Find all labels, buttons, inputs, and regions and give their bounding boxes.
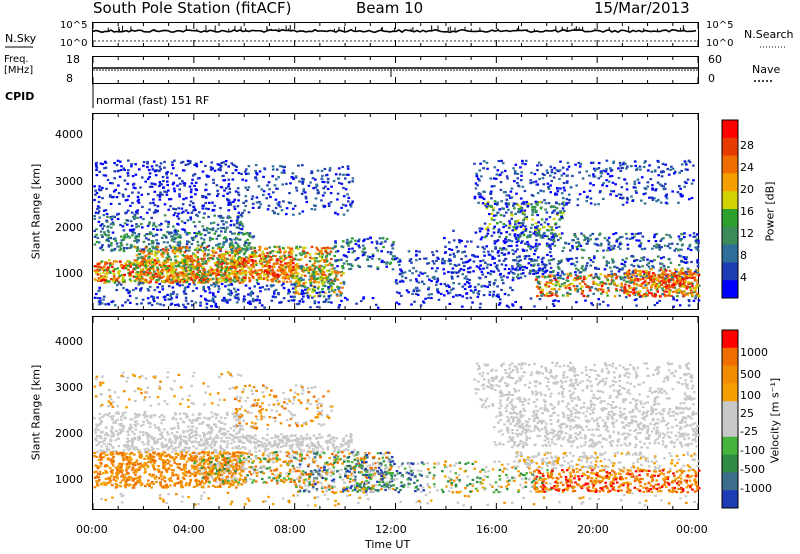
colorbar-swatch (722, 155, 738, 174)
power-cb-label: Power [dB] (763, 181, 777, 242)
velocity-cb-tick-minus500: -500 (740, 463, 765, 476)
colorbar-swatch (722, 280, 738, 299)
nave-dotted-legend (754, 80, 774, 82)
power-panel (92, 113, 701, 310)
velocity-cb-tick-25: 25 (740, 407, 754, 420)
nsky-label: N.Sky (5, 32, 37, 45)
cpid-label: CPID (5, 90, 35, 103)
power-ytick-1000: 1000 (55, 267, 83, 280)
cpid-value: normal (fast) 151 RF (96, 94, 210, 107)
xtick-1200: 12:00 (375, 523, 407, 536)
velocity-ytick-2000: 2000 (55, 427, 83, 440)
freq-label: Freq. (4, 54, 29, 65)
velocity-ytick-3000: 3000 (55, 381, 83, 394)
power-cb-tick-20: 20 (740, 183, 754, 196)
velocity-heatmap (92, 317, 701, 509)
power-cb-tick-8: 8 (740, 249, 747, 262)
xtick-0800: 08:00 (274, 523, 306, 536)
colorbar-swatch (722, 191, 738, 210)
colorbar-swatch (722, 244, 738, 263)
power-ytick-4000: 4000 (55, 128, 83, 141)
velocity-ytick-1000: 1000 (55, 473, 83, 486)
nsky-tick-top: 10^5 (60, 20, 88, 31)
velocity-panel (92, 316, 701, 510)
power-cb-tick-16: 16 (740, 205, 754, 218)
xaxis-label: Time UT (365, 538, 411, 551)
colorbar-swatch (722, 120, 738, 139)
nsearch-label: N.Search (744, 28, 794, 41)
power-ytick-2000: 2000 (55, 221, 83, 234)
velocity-ytick-4000: 4000 (55, 335, 83, 348)
velocity-ylabel: Slant Range [km] (29, 364, 43, 461)
colorbar-swatch (722, 330, 738, 349)
power-cb-tick-12: 12 (740, 227, 754, 240)
nsky-series (92, 23, 699, 46)
velocity-cb-tick-500: 500 (740, 368, 761, 381)
xtick-2000: 20:00 (577, 523, 609, 536)
velocity-cb-tick-minus25: -25 (740, 425, 758, 438)
power-cb-tick-28: 28 (740, 139, 754, 152)
nave-tick-top: 60 (708, 53, 722, 66)
velocity-colorbar (721, 329, 739, 509)
power-ytick-3000: 3000 (55, 175, 83, 188)
freq-tick-bottom: 8 (66, 72, 73, 85)
colorbar-swatch (722, 226, 738, 246)
power-cb-tick-4: 4 (740, 271, 747, 284)
freq-tick-top: 18 (66, 53, 80, 66)
nsearch-tick-top: 10^5 (706, 20, 734, 31)
velocity-cb-tick-minus100: -100 (740, 444, 765, 457)
colorbar-swatch (722, 209, 738, 228)
freq-unit: [MHz] (4, 65, 34, 76)
nsky-panel (92, 22, 699, 47)
freq-panel (92, 56, 699, 84)
xtick-0400: 04:00 (173, 523, 205, 536)
colorbar-swatch (722, 347, 738, 367)
xtick-0000: 00:00 (76, 523, 108, 536)
nsky-underline (5, 46, 33, 48)
power-heatmap (92, 114, 701, 309)
colorbar-swatch (722, 436, 738, 456)
colorbar-swatch (722, 365, 738, 384)
station-title: South Pole Station (fitACF) (93, 0, 292, 17)
colorbar-swatch (722, 173, 738, 192)
xtick-1600: 16:00 (476, 523, 508, 536)
nsearch-dotted-legend (760, 46, 786, 48)
power-ylabel: Slant Range [km] (29, 163, 43, 260)
colorbar-swatch (722, 490, 738, 509)
xtick-2400: 00:00 (676, 523, 708, 536)
power-cb-tick-24: 24 (740, 161, 754, 174)
nave-tick-bottom: 0 (708, 72, 715, 85)
colorbar-swatch (722, 419, 738, 438)
freq-series (92, 57, 699, 83)
velocity-cb-tick-100: 100 (740, 389, 761, 402)
nave-label: Nave (752, 63, 781, 76)
velocity-cb-tick-1000: 1000 (740, 346, 768, 359)
nsearch-tick-bottom: 10^0 (706, 38, 734, 49)
beam-title: Beam 10 (356, 0, 424, 17)
date-title: 15/Mar/2013 (594, 0, 690, 17)
velocity-cb-tick-minus1000: -1000 (740, 482, 772, 495)
colorbar-swatch (722, 401, 738, 420)
cpid-divider (92, 84, 94, 108)
colorbar-swatch (722, 472, 738, 491)
colorbar-swatch (722, 383, 738, 402)
colorbar-swatch (722, 454, 738, 473)
velocity-cb-label: Velocity [m s⁻¹] (768, 377, 782, 464)
colorbar-swatch (722, 137, 738, 157)
colorbar-swatch (722, 262, 738, 281)
power-colorbar (721, 119, 739, 299)
nsky-tick-bottom: 10^0 (60, 38, 88, 49)
